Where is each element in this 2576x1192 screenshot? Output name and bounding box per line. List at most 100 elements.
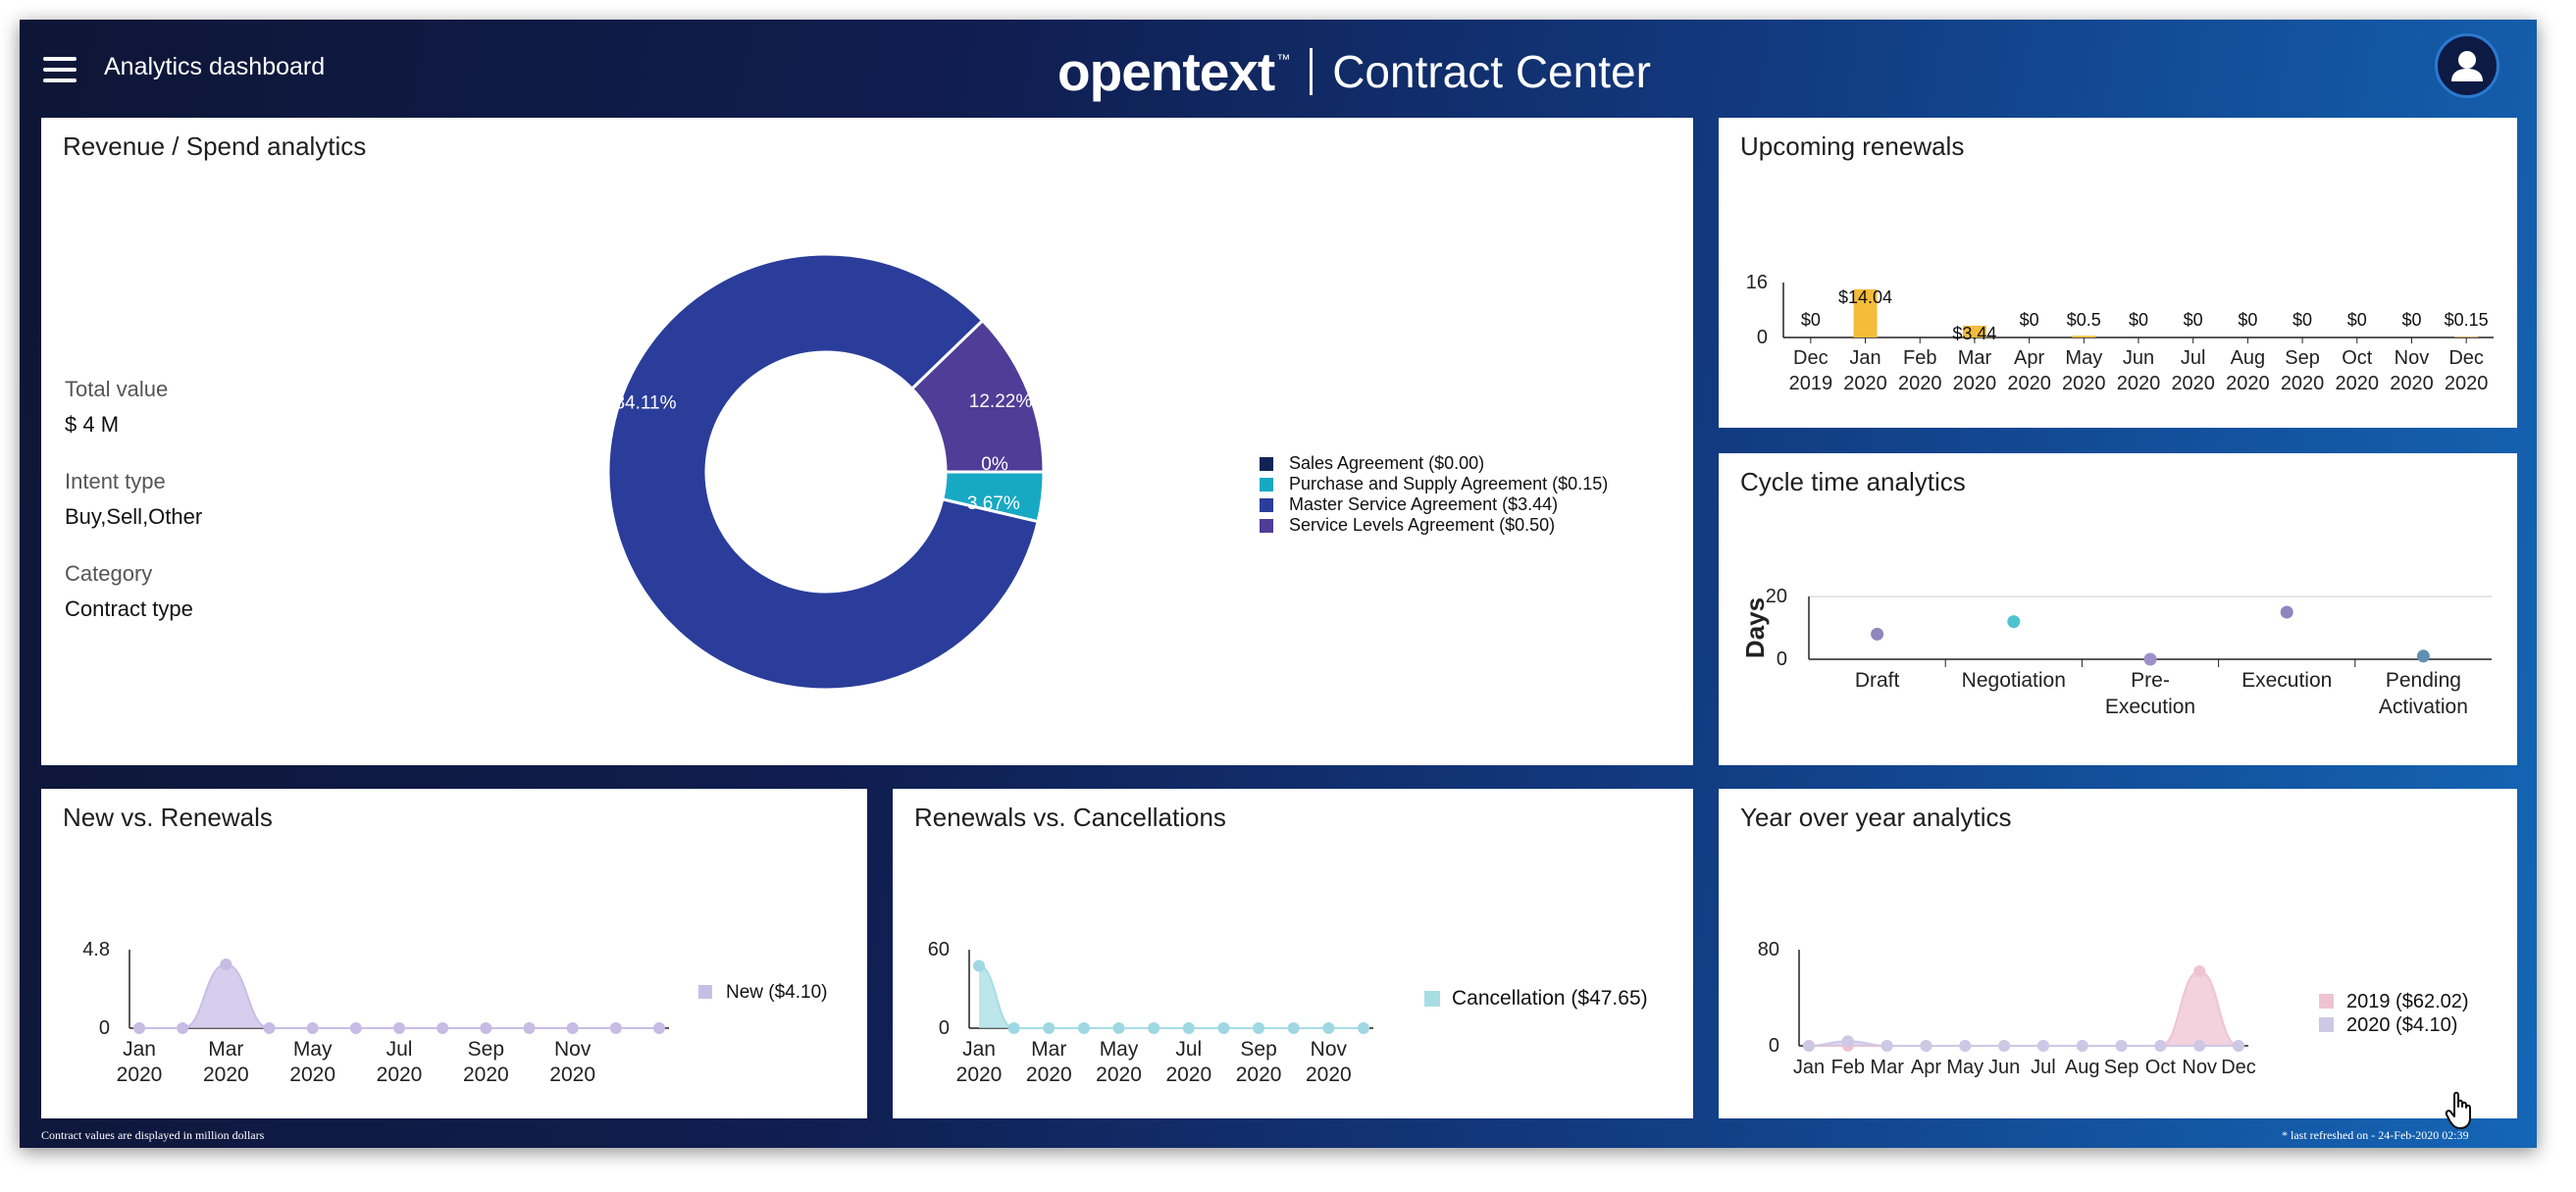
legend-swatch xyxy=(1260,477,1273,492)
donut-slice-label: 12.22% xyxy=(969,391,1033,412)
x-tick-label: Jul xyxy=(2181,347,2206,369)
revenue-spend-title: Revenue / Spend analytics xyxy=(63,131,367,161)
donut-slice xyxy=(606,252,1040,692)
series-point xyxy=(1112,1022,1125,1034)
series-point xyxy=(2233,1040,2244,1052)
series-point xyxy=(653,1022,665,1034)
legend-label: New ($4.10) xyxy=(726,982,828,1003)
bar-value-label: $0 xyxy=(2401,310,2421,330)
series-point xyxy=(263,1022,276,1034)
x-tick-label: Pending xyxy=(2386,669,2461,692)
series-point xyxy=(393,1022,405,1034)
legend-swatch xyxy=(698,985,712,999)
x-tick-year-label: 2020 xyxy=(1236,1063,1282,1086)
x-tick-label: Jan xyxy=(1793,1057,1825,1078)
x-tick-year-label: 2020 xyxy=(2007,373,2051,394)
series-point xyxy=(1322,1022,1335,1034)
x-tick-label: Jun xyxy=(2123,347,2154,369)
x-tick-label: Sep xyxy=(468,1038,504,1061)
x-tick-year-label: 2020 xyxy=(117,1063,163,1086)
donut-legend: Sales Agreement ($0.00) Purchase and Supp… xyxy=(1260,453,1608,536)
x-tick-label: Feb xyxy=(1831,1057,1865,1078)
x-tick-label: May xyxy=(1946,1057,1984,1078)
x-tick-label: Negotiation xyxy=(1962,669,2066,692)
x-tick-label: Nov xyxy=(1311,1038,1348,1061)
renewal-bar xyxy=(1853,288,1878,337)
x-tick-label: Aug xyxy=(2065,1057,2100,1078)
legend-swatch xyxy=(1424,991,1440,1007)
bar-value-label: $0.5 xyxy=(2067,310,2101,330)
brand-divider xyxy=(1310,48,1314,95)
x-tick-year-label: 2020 xyxy=(1843,373,1887,394)
donut-slice xyxy=(909,318,1046,474)
series-point xyxy=(1253,1022,1265,1034)
series-area xyxy=(1809,971,2239,1046)
x-tick-label: Execution xyxy=(2241,669,2332,692)
renewal-bar xyxy=(2072,336,2096,337)
x-tick-year-label: 2020 xyxy=(2281,373,2325,394)
x-tick-label: Apr xyxy=(1911,1057,1941,1078)
x-tick-label: Apr xyxy=(2014,347,2044,369)
opentext-logo: opentext xyxy=(1057,41,1275,102)
x-tick-label: Jul xyxy=(1175,1038,1202,1061)
legend-label: Service Levels Agreement ($0.50) xyxy=(1289,515,1556,535)
x-tick-year-label: 2020 xyxy=(1165,1063,1211,1086)
y-tick-label: 16 xyxy=(1746,272,1768,293)
hamburger-menu-icon[interactable] xyxy=(43,57,77,82)
x-tick-label: Execution xyxy=(2105,696,2195,718)
series-point xyxy=(566,1022,579,1034)
y-tick-label: 80 xyxy=(1758,939,1779,960)
bar-value-label: $0.15 xyxy=(2445,310,2489,330)
legend-swatch xyxy=(1260,456,1273,471)
series-point xyxy=(1217,1022,1230,1034)
x-tick-label: Oct xyxy=(2342,347,2373,369)
x-tick-year-label: 2020 xyxy=(2226,373,2270,394)
donut-slice-label: 84.11% xyxy=(614,393,676,414)
trademark-mark: ™ xyxy=(1276,51,1291,67)
series-point xyxy=(437,1022,449,1034)
x-tick-year-label: 2020 xyxy=(203,1063,249,1086)
legend-label: 2019 ($62.02) xyxy=(2346,991,2469,1012)
page-title: Analytics dashboard xyxy=(104,53,326,80)
series-point xyxy=(480,1022,492,1034)
x-tick-label: Aug xyxy=(2231,347,2266,369)
donut-chart: 0% 3.67% 84.11% 12.22% xyxy=(606,252,1046,692)
series-point xyxy=(2154,1040,2167,1052)
category-label: Category xyxy=(65,561,153,586)
brand: opentext ™ Contract Center xyxy=(1057,37,1651,106)
upcoming-renewals-title: Upcoming renewals xyxy=(1740,131,1965,161)
x-tick-year-label: 2020 xyxy=(1306,1063,1352,1086)
year-over-year-title: Year over year analytics xyxy=(1740,803,2012,832)
series-point xyxy=(2036,1040,2049,1052)
series-point xyxy=(349,1022,362,1034)
x-tick-label: Oct xyxy=(2145,1057,2177,1078)
y-tick-label: 0 xyxy=(1777,648,1787,670)
series-point xyxy=(1998,1040,2011,1052)
x-tick-label: Sep xyxy=(1240,1038,1276,1061)
x-tick-year-label: 2020 xyxy=(2117,373,2161,394)
series-point xyxy=(2076,1040,2088,1052)
legend-swatch xyxy=(1260,497,1273,512)
legend-item: Sales Agreement ($0.00) xyxy=(1260,453,1608,474)
renewal-bar xyxy=(1962,325,1986,337)
x-tick-label: Jan xyxy=(1849,347,1880,369)
x-tick-year-label: 2020 xyxy=(463,1063,509,1086)
x-tick-label: Dec xyxy=(2221,1057,2256,1078)
series-point xyxy=(1841,1035,1854,1048)
x-tick-label: May xyxy=(2065,347,2102,369)
bar-value-label: $0 xyxy=(2184,310,2203,330)
cycle-point xyxy=(2280,605,2293,619)
cycle-time-card: Cycle time analytics 20 0 Days Draft Negotia… xyxy=(1719,453,2517,765)
series-area xyxy=(139,964,659,1028)
legend-label: Cancellation ($47.65) xyxy=(1452,987,1648,1010)
user-avatar-icon[interactable] xyxy=(2435,33,2499,98)
legend-item: Purchase and Supply Agreement ($0.15) xyxy=(1260,474,1608,494)
cycle-point xyxy=(1871,627,1884,641)
x-tick-year-label: 2020 xyxy=(956,1063,1003,1086)
x-tick-label: Jan xyxy=(123,1038,156,1061)
x-tick-year-label: 2020 xyxy=(2390,373,2434,394)
x-tick-year-label: 2020 xyxy=(289,1063,335,1086)
total-value-label: Total value xyxy=(65,377,169,401)
legend-swatch xyxy=(2319,994,2334,1009)
category-value: Contract type xyxy=(65,596,193,621)
